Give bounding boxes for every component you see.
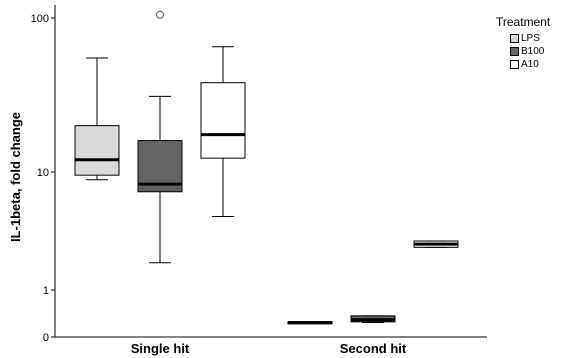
box-plot-series [74,10,459,325]
legend-swatch [510,60,519,69]
legend-swatch [510,34,519,43]
legend-item-lps: LPS [510,32,550,45]
iqr-box [200,82,246,159]
box-LPS-0 [74,57,120,181]
axes [51,5,487,338]
x-category-label: Single hit [131,341,190,356]
y-tick-label: 1 [43,285,49,297]
legend-item-b100: B100 [510,45,550,58]
box-B100-0 [137,10,183,264]
legend-swatch [510,47,519,56]
axis-labels: 0 1 10 100 Single hit Second hit [31,13,407,356]
legend: Treatment LPS B100 A10 [496,15,550,71]
outlier-point [156,10,164,19]
legend-items: LPS B100 A10 [496,32,550,71]
box-LPS-1 [287,320,333,325]
legend-label: B100 [521,46,545,57]
legend-label: A10 [521,59,539,70]
y-tick-label: 100 [31,13,49,25]
legend-label: LPS [521,33,540,44]
iqr-box [74,125,120,176]
y-tick-label: 10 [37,167,49,179]
box-B100-1 [350,315,396,323]
x-category-label: Second hit [340,341,407,356]
y-axis-title: IL-1beta, fold change [8,112,23,242]
box-A10-0 [200,46,246,217]
box-A10-1 [413,240,459,248]
legend-title: Treatment [496,15,551,29]
y-tick-label: 0 [43,332,49,344]
legend-item-a10: A10 [510,58,550,71]
